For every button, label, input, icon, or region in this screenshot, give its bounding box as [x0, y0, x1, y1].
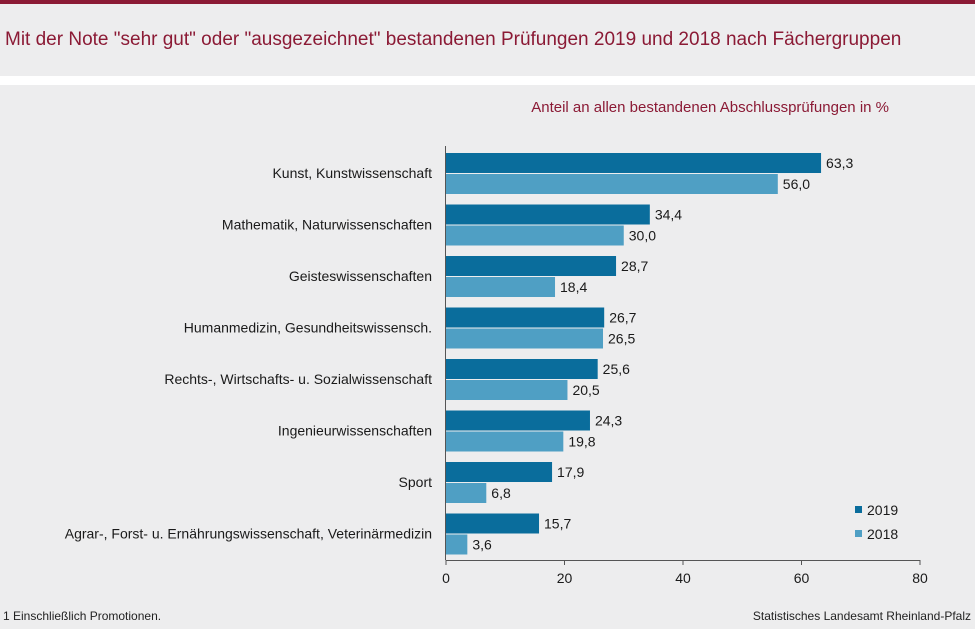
x-tick-label-40: 40 — [675, 570, 691, 586]
category-label-6: Ingenieurwissenschaften — [278, 423, 432, 439]
category-label-8: Agrar-, Forst- u. Ernährungswissenschaft… — [65, 526, 432, 542]
value-label-2019-6: 24,3 — [595, 413, 622, 429]
bar-2018-3 — [446, 277, 556, 297]
top-accent-rule — [0, 0, 975, 4]
value-label-2019-2: 34,4 — [655, 207, 682, 223]
value-label-2019-7: 17,9 — [557, 464, 584, 480]
bar-2019-6 — [446, 410, 590, 431]
value-label-2019-1: 63,3 — [826, 155, 853, 171]
bar-2019-5 — [446, 359, 598, 379]
source-credit: Statistisches Landesamt Rheinland-Pfalz — [752, 609, 971, 623]
x-tick-label-20: 20 — [557, 570, 573, 586]
bar-2019-3 — [446, 256, 617, 276]
category-label-5: Rechts-, Wirtschafts- u. Sozialwissensch… — [164, 371, 432, 387]
bar-2019-8 — [446, 513, 540, 534]
category-label-3: Geisteswissenschaften — [289, 268, 432, 284]
legend-label-2018: 2018 — [867, 526, 898, 542]
value-label-2018-7: 6,8 — [491, 485, 511, 501]
bar-2018-7 — [446, 483, 487, 503]
category-label-2: Mathematik, Naturwissenschaften — [222, 217, 432, 233]
legend-swatch-2019 — [855, 506, 862, 513]
legend-label-2019: 2019 — [867, 502, 898, 518]
bar-2018-1 — [446, 174, 778, 194]
x-tick-label-0: 0 — [442, 570, 450, 586]
value-label-2019-8: 15,7 — [544, 516, 571, 532]
value-label-2018-4: 26,5 — [608, 331, 635, 347]
bar-2019-2 — [446, 204, 650, 225]
value-label-2018-1: 56,0 — [783, 176, 810, 192]
value-label-2019-4: 26,7 — [609, 310, 636, 326]
bar-2019-1 — [446, 153, 822, 173]
category-label-1: Kunst, Kunstwissenschaft — [272, 165, 432, 181]
value-label-2018-2: 30,0 — [629, 228, 656, 244]
bar-2018-6 — [446, 431, 564, 452]
bar-2019-4 — [446, 307, 605, 328]
legend-swatch-2018 — [855, 530, 862, 537]
category-label-7: Sport — [399, 474, 433, 490]
category-label-4: Humanmedizin, Gesundheitswissensch. — [184, 320, 432, 336]
bar-2018-8 — [446, 534, 468, 555]
footnote: 1 Einschließlich Promotionen. — [3, 609, 162, 623]
bar-2018-5 — [446, 380, 568, 400]
value-label-2019-5: 25,6 — [603, 361, 630, 377]
x-tick-label-60: 60 — [794, 570, 810, 586]
value-label-2018-5: 20,5 — [572, 382, 599, 398]
chart-subtitle: Anteil an allen bestandenen Abschlussprü… — [531, 99, 889, 116]
value-label-2018-8: 3,6 — [472, 537, 492, 553]
x-tick-label-80: 80 — [912, 570, 928, 586]
value-label-2018-6: 19,8 — [568, 434, 595, 450]
value-label-2019-3: 28,7 — [621, 258, 648, 274]
bar-2018-2 — [446, 225, 624, 246]
bar-2018-4 — [446, 328, 604, 349]
bar-2019-7 — [446, 462, 553, 482]
chart-title: Mit der Note "sehr gut" oder "ausgezeich… — [5, 29, 902, 50]
title-separator — [0, 76, 975, 85]
value-label-2018-3: 18,4 — [560, 279, 587, 295]
